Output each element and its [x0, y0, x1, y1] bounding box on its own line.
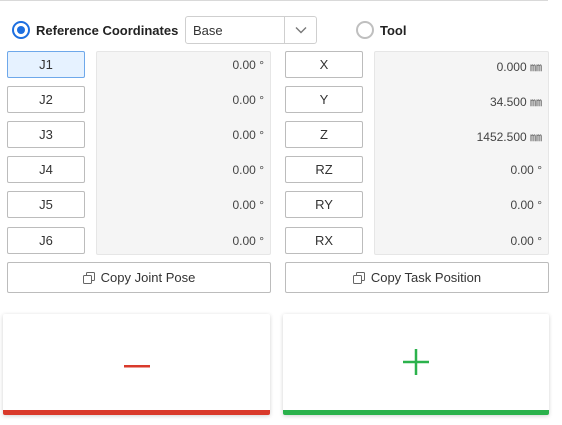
- axis-value-z: 1452.500 ㎜: [476, 130, 542, 144]
- joint-button-j1[interactable]: J1: [7, 51, 85, 78]
- task-values-panel: [374, 51, 549, 255]
- joint-button-j3[interactable]: J3: [7, 121, 85, 148]
- joint-button-j2[interactable]: J2: [7, 86, 85, 113]
- reference-coordinates-radio[interactable]: Reference Coordinates: [12, 21, 178, 39]
- axis-value-x: 0.000 ㎜: [496, 60, 542, 74]
- reference-coordinates-label: Reference Coordinates: [36, 22, 179, 38]
- axis-value-rx: 0.00 °: [510, 234, 543, 248]
- copy-joint-pose-label: Copy Joint Pose: [100, 270, 196, 285]
- copy-task-position-label: Copy Task Position: [370, 270, 482, 285]
- joint-value-j3: 0.00 °: [232, 128, 265, 142]
- axis-button-x[interactable]: X: [285, 51, 363, 78]
- copy-task-position-button[interactable]: Copy Task Position: [285, 262, 549, 293]
- axis-button-z[interactable]: Z: [285, 121, 363, 148]
- plus-icon: [403, 349, 429, 380]
- radio-unselected-icon: [356, 21, 374, 39]
- jog-plus-color-bar: [283, 410, 549, 415]
- joint-value-j4: 0.00 °: [232, 163, 265, 177]
- copy-joint-pose-button[interactable]: Copy Joint Pose: [7, 262, 271, 293]
- copy-icon: [352, 271, 365, 284]
- tool-label: Tool: [380, 22, 407, 38]
- frame-select[interactable]: Base: [185, 16, 317, 44]
- joint-button-j4[interactable]: J4: [7, 156, 85, 183]
- axis-value-ry: 0.00 °: [510, 198, 543, 212]
- tool-radio[interactable]: Tool: [356, 21, 406, 39]
- joint-value-j2: 0.00 °: [232, 93, 265, 107]
- joint-values-panel: [96, 51, 271, 255]
- jog-plus-button[interactable]: [283, 314, 549, 415]
- minus-icon: [123, 356, 150, 374]
- joint-button-j6[interactable]: J6: [7, 227, 85, 254]
- top-divider: [0, 0, 548, 1]
- axis-button-ry[interactable]: RY: [285, 191, 363, 218]
- joint-button-j5[interactable]: J5: [7, 191, 85, 218]
- axis-value-rz: 0.00 °: [510, 163, 543, 177]
- frame-select-value: Base: [193, 22, 223, 38]
- axis-button-rz[interactable]: RZ: [285, 156, 363, 183]
- radio-selected-icon: [12, 21, 30, 39]
- axis-button-rx[interactable]: RX: [285, 227, 363, 254]
- axis-button-y[interactable]: Y: [285, 86, 363, 113]
- jog-minus-button[interactable]: [3, 314, 270, 415]
- chevron-down-icon: [284, 17, 316, 43]
- joint-value-j6: 0.00 °: [232, 234, 265, 248]
- copy-icon: [82, 271, 95, 284]
- joint-value-j1: 0.00 °: [232, 58, 265, 72]
- jog-minus-color-bar: [3, 410, 270, 415]
- axis-value-y: 34.500 ㎜: [489, 95, 542, 109]
- joint-value-j5: 0.00 °: [232, 198, 265, 212]
